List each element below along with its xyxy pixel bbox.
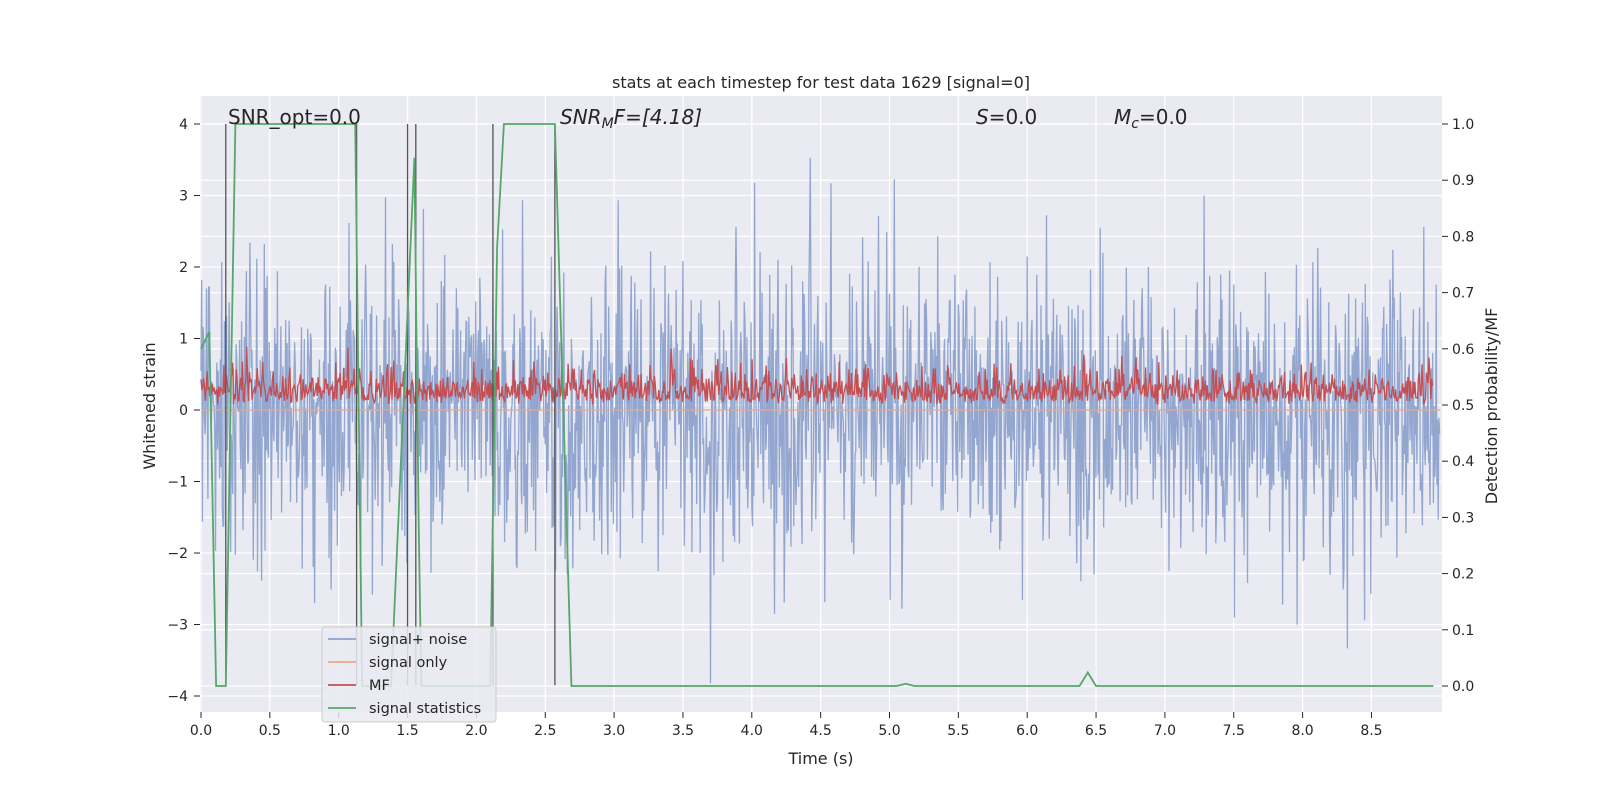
y2-tick-label: 0.3 [1452, 510, 1474, 526]
annotation-mc: Mc=0.0 [1114, 105, 1188, 132]
x-tick-label: 1.0 [328, 723, 350, 739]
x-tick-label: 5.0 [878, 723, 900, 739]
y2-axis-label: Detection probability/MF [1482, 308, 1501, 505]
snr-mf-sub: M [602, 116, 614, 132]
s-rest: =0.0 [989, 105, 1038, 129]
y2-tick-labels: 1.0 0.9 0.8 0.7 0.6 0.5 0.4 0.3 0.2 0.1 0.0 [1442, 117, 1474, 695]
y2-tick-label: 0.9 [1452, 173, 1474, 189]
series-mf [200, 346, 1434, 406]
y-tick-label: 2 [179, 260, 188, 276]
y2-tick-label: 0.4 [1452, 454, 1474, 470]
y2-tick-label: 0.5 [1452, 398, 1474, 414]
legend-label: MF [369, 678, 390, 694]
y-tick-label: −1 [167, 475, 188, 491]
x-tick-label: 7.5 [1223, 723, 1245, 739]
y-tick-label: −4 [167, 689, 188, 705]
x-tick-label: 8.5 [1360, 723, 1382, 739]
y2-tick-label: 0.7 [1452, 286, 1474, 302]
x-tick-label: 1.5 [396, 723, 418, 739]
x-tick-label: 4.5 [810, 723, 832, 739]
snr-mf-rest: F=[4.18] [614, 105, 702, 129]
y-tick-label: 4 [179, 117, 188, 133]
y2-tick-label: 0.1 [1452, 623, 1474, 639]
y2-tick-label: 0.6 [1452, 342, 1474, 358]
legend-label: signal+ noise [369, 632, 467, 648]
x-axis-label: Time (s) [787, 749, 853, 768]
x-tick-labels: 0.0 0.5 1.0 1.5 2.0 2.5 3.0 3.5 4.0 4.5 5.0 5.5 6.0 6… [190, 712, 1383, 739]
mc-main: M [1114, 105, 1131, 129]
y-axis-label: Whitened strain [140, 342, 159, 469]
y2-tick-label: 0.2 [1452, 567, 1474, 583]
y2-tick-label: 0.8 [1452, 229, 1474, 245]
legend: signal+ noise signal only MF signal statist… [321, 626, 497, 723]
x-tick-label: 8.0 [1291, 723, 1313, 739]
x-tick-label: 3.0 [603, 723, 625, 739]
s-main: S [976, 105, 989, 129]
chart-title: stats at each timestep for test data 162… [612, 73, 1030, 92]
y2-tick-label: 0.0 [1452, 679, 1474, 695]
x-tick-label: 7.0 [1154, 723, 1176, 739]
y-tick-labels: 4 3 2 1 0 −1 −2 −3 −4 [167, 117, 200, 705]
legend-label: signal statistics [369, 701, 481, 717]
y-tick-label: 1 [179, 332, 188, 348]
x-tick-label: 2.5 [534, 723, 556, 739]
x-tick-label: 6.5 [1085, 723, 1107, 739]
x-tick-label: 3.5 [672, 723, 694, 739]
snr-mf-main: SNR [560, 105, 602, 129]
x-tick-label: 0.5 [259, 723, 281, 739]
y-tick-label: 3 [179, 189, 188, 205]
x-tick-label: 2.0 [465, 723, 487, 739]
mc-rest: =0.0 [1139, 105, 1188, 129]
y-tick-label: 0 [179, 403, 188, 419]
line-mf [200, 346, 1434, 406]
legend-box [321, 626, 497, 723]
annotation-snr-mf: SNRMF=[4.18] [560, 105, 702, 132]
x-tick-label: 0.0 [190, 723, 212, 739]
y2-tick-label: 1.0 [1452, 117, 1474, 133]
x-tick-label: 5.5 [947, 723, 969, 739]
annotation-snr-opt: SNR_opt=0.0 [228, 105, 361, 129]
x-tick-label: 6.0 [1016, 723, 1038, 739]
x-tick-label: 4.0 [741, 723, 763, 739]
legend-label: signal only [369, 655, 448, 671]
annotation-s: S=0.0 [976, 105, 1037, 129]
mc-sub: c [1131, 116, 1139, 132]
y-tick-label: −3 [167, 618, 188, 634]
y-tick-label: −2 [167, 546, 188, 562]
